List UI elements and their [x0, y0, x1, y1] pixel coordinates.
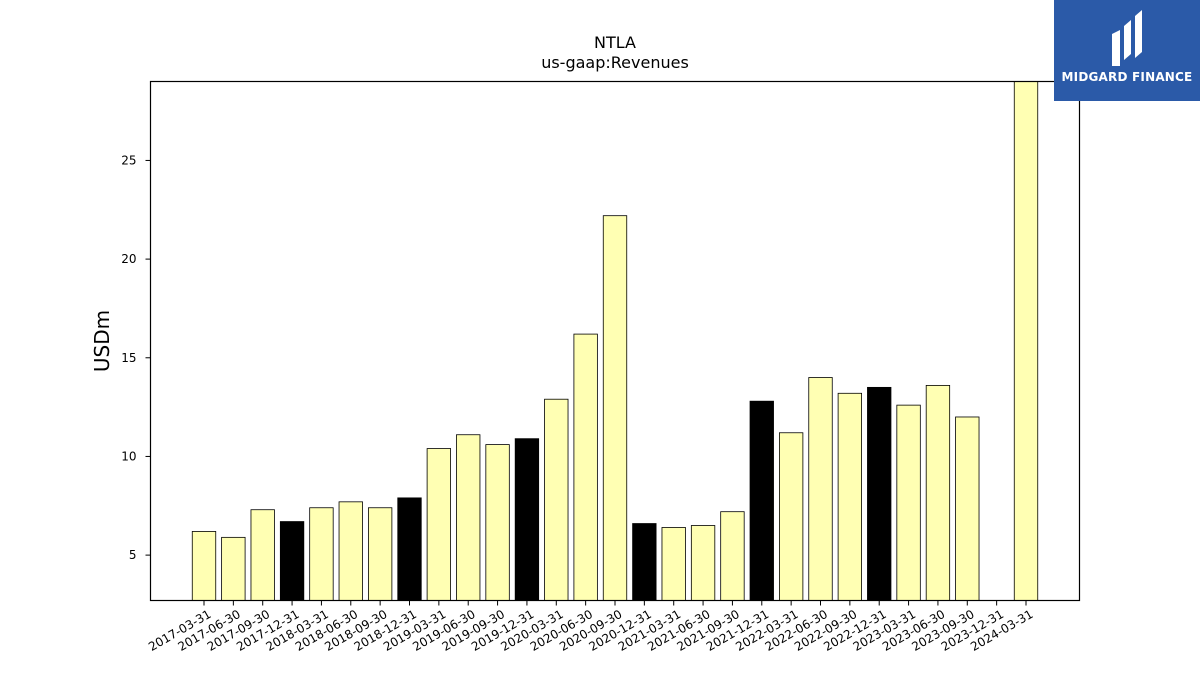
bar-2017-12-31 [279, 521, 305, 601]
bar-2022-12-31 [867, 386, 892, 601]
bar-2021-12-31 [749, 400, 774, 601]
midgard-finance-logo: MIDGARD FINANCE [1054, 0, 1200, 101]
x-axis-ticks: 2017-03-312017-06-302017-09-302017-12-31… [146, 600, 1036, 654]
bar-2020-09-30 [602, 215, 628, 601]
y-tick-label: 5 [129, 548, 137, 562]
bar-2020-06-30 [573, 333, 598, 601]
chart-subtitle: us-gaap:Revenues [541, 53, 689, 72]
bar-2022-03-31 [779, 432, 804, 601]
bar-2019-06-30 [456, 434, 481, 601]
bar-2023-09-30 [955, 416, 980, 601]
y-tick-label: 10 [121, 449, 136, 463]
bar-2019-09-30 [485, 444, 510, 601]
chart-title: NTLA [594, 33, 636, 52]
bar-2020-12-31 [632, 523, 657, 601]
bars-group [191, 81, 1039, 601]
bar-2018-09-30 [367, 507, 393, 601]
bar-2021-06-30 [690, 525, 716, 601]
bar-2017-06-30 [221, 536, 246, 601]
bar-2024-03-31 [1013, 81, 1039, 601]
bar-2019-12-31 [514, 438, 540, 601]
bar-2018-06-30 [338, 501, 363, 601]
bar-2019-03-31 [426, 448, 451, 601]
bar-2018-03-31 [309, 507, 334, 601]
midgard-logo-icon [1112, 10, 1142, 66]
bar-2022-06-30 [808, 377, 833, 601]
y-tick-label: 25 [121, 153, 136, 167]
bar-2017-09-30 [250, 509, 275, 601]
y-tick-label: 20 [121, 252, 136, 266]
brand-name: MIDGARD FINANCE [1061, 70, 1193, 84]
y-axis-label: USDm [90, 310, 114, 372]
bar-2022-09-30 [837, 392, 862, 601]
bar-2021-03-31 [661, 527, 686, 601]
bar-2021-09-30 [720, 511, 745, 601]
bar-2018-12-31 [397, 497, 422, 601]
y-tick-label: 15 [121, 351, 136, 365]
bar-2023-03-31 [896, 404, 921, 601]
plot-frame [149, 80, 1081, 602]
y-axis-ticks: 5 10 15 20 25 [121, 153, 151, 562]
bar-2020-03-31 [544, 398, 569, 601]
bar-2017-03-31 [191, 531, 217, 601]
bar-2023-06-30 [925, 384, 951, 601]
